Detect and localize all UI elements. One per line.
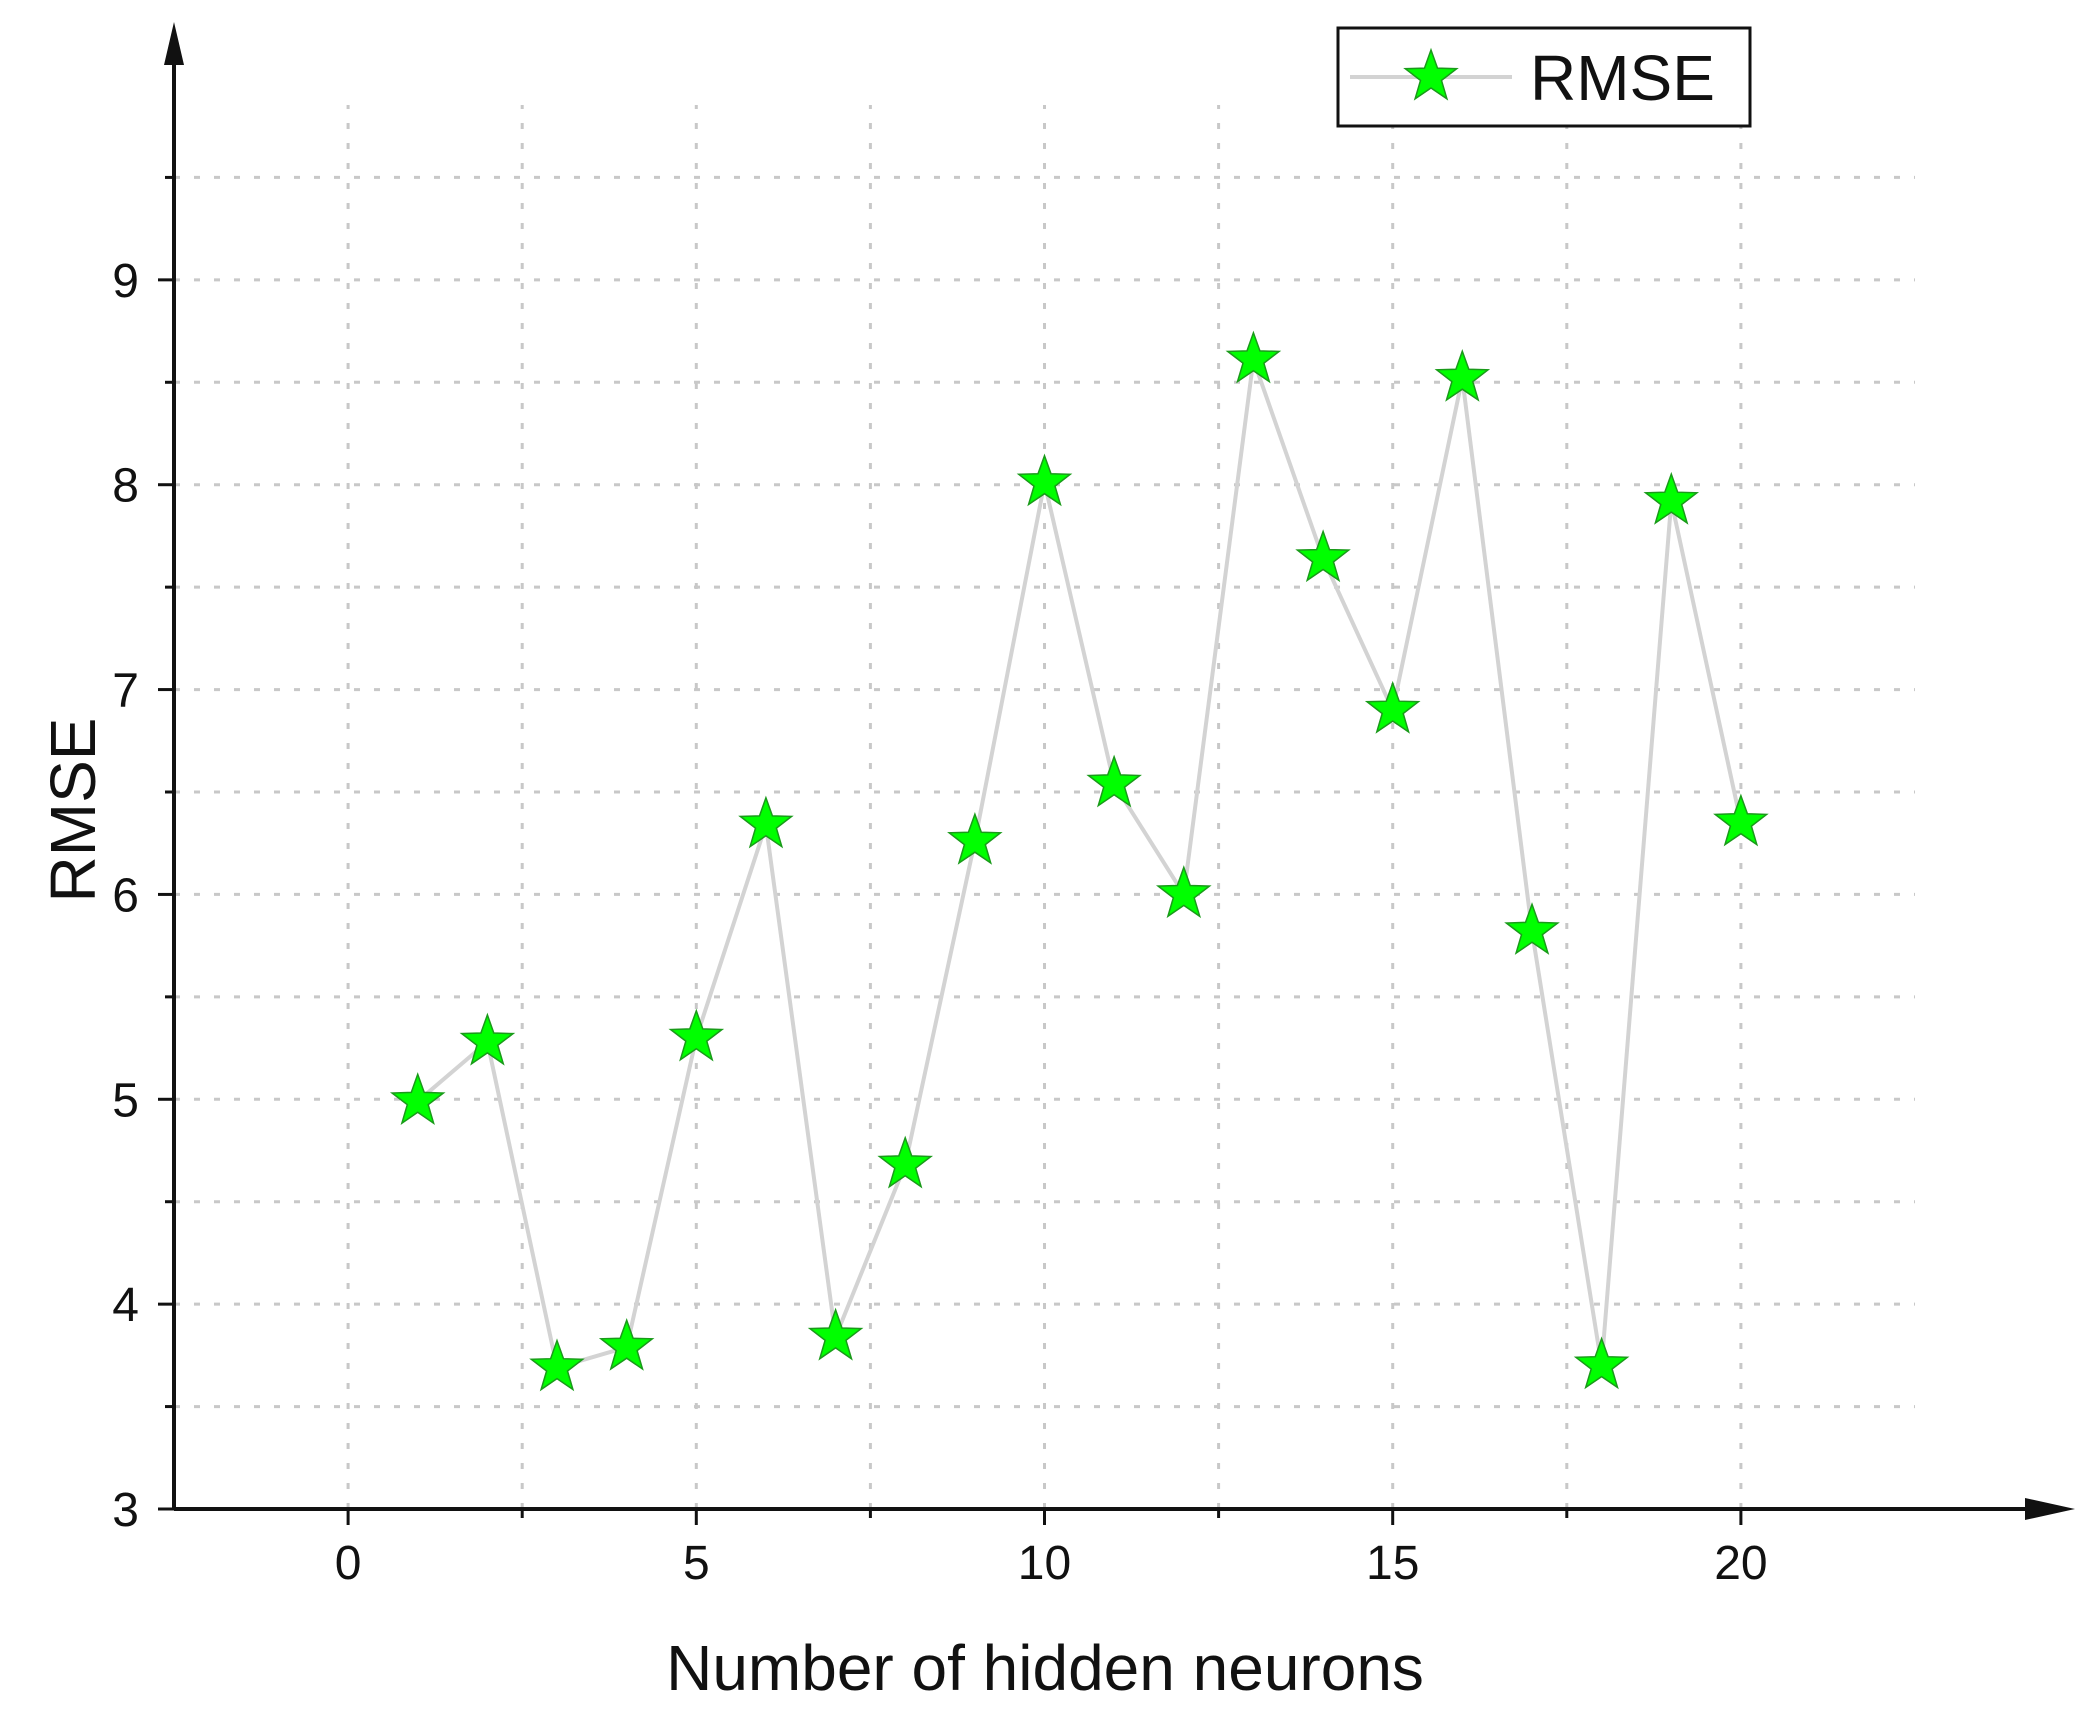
x-tick-label: 0 <box>335 1537 362 1590</box>
data-point-star <box>738 795 794 849</box>
y-tick-label: 7 <box>112 665 139 718</box>
x-tick-label: 5 <box>683 1537 710 1590</box>
tick-labels: 3 4 5 6 7 8 9 0 5 10 15 20 <box>112 255 1767 1590</box>
legend: RMSE <box>1336 26 1752 128</box>
x-tick-label: 20 <box>1714 1537 1767 1590</box>
y-axis-title: RMSE <box>37 718 109 903</box>
data-point-star <box>1643 471 1700 525</box>
data-point-star <box>877 1135 934 1189</box>
data-point-star <box>389 1072 446 1126</box>
y-tick-label: 5 <box>112 1074 139 1127</box>
data-point-star <box>1713 793 1769 847</box>
data-point-star <box>1434 348 1491 402</box>
data-point-star <box>1504 902 1560 955</box>
data-point-star <box>947 811 1003 865</box>
grid-lines <box>174 105 1915 1509</box>
data-point-star <box>529 1338 585 1392</box>
y-tick-label: 9 <box>112 255 139 308</box>
data-point-star <box>1155 865 1212 919</box>
series-rmse <box>389 330 1769 1392</box>
y-axis-arrow <box>164 22 184 65</box>
data-point-star <box>598 1317 655 1371</box>
data-point-star <box>1086 754 1142 808</box>
data-point-star <box>1295 529 1351 583</box>
legend-label: RMSE <box>1530 42 1715 114</box>
x-axis-arrow <box>2025 1498 2075 1520</box>
axes <box>164 22 2075 1520</box>
y-tick-label: 6 <box>112 869 139 922</box>
series-line <box>416 357 1743 1370</box>
data-point-star <box>1225 330 1282 384</box>
tick-marks <box>158 175 1743 1525</box>
y-tick-label: 8 <box>112 460 139 513</box>
data-point-star <box>807 1307 864 1361</box>
y-tick-label: 4 <box>112 1279 139 1332</box>
data-point-star <box>459 1012 516 1066</box>
legend-star-marker <box>1403 47 1459 101</box>
x-tick-label: 10 <box>1018 1537 1071 1590</box>
data-point-star <box>668 1008 725 1062</box>
data-point-star <box>1364 680 1421 734</box>
x-axis-title: Number of hidden neurons <box>666 1632 1424 1704</box>
x-tick-label: 15 <box>1366 1537 1419 1590</box>
y-tick-label: 3 <box>112 1484 139 1537</box>
data-point-star <box>1016 453 1073 507</box>
data-point-star <box>1573 1336 1630 1390</box>
